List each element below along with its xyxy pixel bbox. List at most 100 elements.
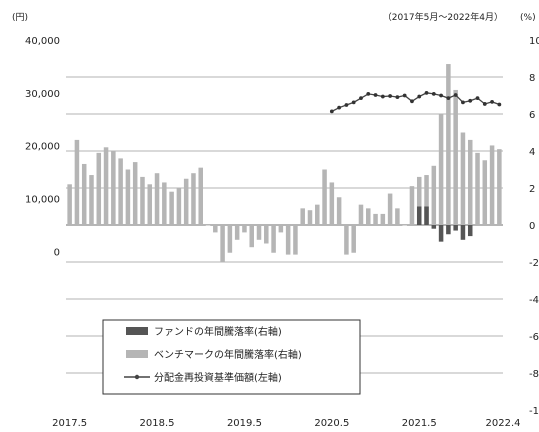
benchmark-bar — [111, 151, 116, 225]
nav-point — [468, 98, 473, 103]
fund-bars — [416, 206, 473, 242]
nav-point — [359, 96, 363, 101]
benchmark-bars — [67, 64, 502, 262]
right-axis-tick-label: -8 — [529, 369, 539, 380]
benchmark-bar — [467, 139, 473, 225]
nav-point — [410, 99, 414, 104]
benchmark-bar — [344, 225, 349, 255]
benchmark-bar — [256, 225, 262, 240]
nav-point — [366, 92, 371, 96]
benchmark-bar — [162, 182, 167, 225]
fund-bar — [424, 206, 429, 225]
benchmark-bar — [351, 225, 356, 253]
benchmark-bar — [438, 114, 444, 225]
nav-point — [461, 100, 465, 105]
benchmark-bar — [198, 167, 203, 225]
benchmark-bar — [176, 188, 182, 225]
nav-point — [380, 94, 385, 99]
benchmark-bar — [416, 176, 422, 225]
benchmark-bar — [234, 225, 240, 240]
benchmark-bar — [125, 169, 131, 225]
benchmark-bar — [183, 178, 189, 225]
benchmark-bar — [373, 213, 378, 225]
nav-line-series — [329, 90, 502, 114]
right-axis-tick-label: 4 — [529, 147, 535, 158]
benchmark-bar — [315, 204, 320, 225]
benchmark-bar — [103, 147, 109, 225]
benchmark-bar — [227, 225, 233, 253]
benchmark-bar — [329, 182, 335, 225]
x-axis-tick-label: 2018.5 — [140, 418, 175, 429]
benchmark-bar — [358, 204, 364, 225]
benchmark-bar — [285, 225, 291, 255]
left-axis-tick-label: 10,000 — [25, 195, 60, 206]
nav-point — [373, 93, 378, 97]
benchmark-bar — [453, 89, 458, 225]
benchmark-bar — [89, 175, 94, 225]
benchmark-bar — [74, 139, 80, 225]
right-axis-tick-label: 10 — [529, 36, 539, 47]
nav-point — [344, 103, 349, 107]
legend-label-fund: ファンドの年間騰落率(右軸) — [154, 325, 282, 338]
benchmark-bar — [424, 175, 429, 225]
benchmark-bar — [446, 64, 451, 225]
left-axis-tick-label: 40,000 — [25, 36, 60, 47]
x-axis-tick-label: 2021.5 — [402, 418, 437, 429]
benchmark-bar — [118, 158, 123, 225]
benchmark-bar — [409, 186, 415, 225]
nav-point — [497, 102, 502, 107]
x-axis-ticks: 2017.5 2018.5 2019.5 2020.5 2021.5 2022.4 — [52, 418, 520, 429]
legend-swatch-fund — [126, 327, 148, 335]
benchmark-bar — [249, 225, 254, 248]
left-axis-unit: (円) — [12, 12, 28, 23]
legend-swatch-benchmark — [126, 350, 148, 358]
fund-bar — [416, 206, 422, 225]
fund-bar — [467, 225, 473, 237]
benchmark-bar — [205, 225, 211, 226]
right-axis-tick-label: -6 — [529, 332, 539, 343]
benchmark-bar — [489, 145, 495, 225]
legend-swatch-nav-marker — [134, 374, 140, 380]
legend: ファンドの年間騰落率(右軸) ベンチマークの年間騰落率(右軸) 分配金再投資基準… — [102, 319, 361, 395]
left-axis-tick-label: 30,000 — [25, 89, 60, 100]
legend-label-nav: 分配金再投資基準価額(左軸) — [154, 371, 282, 384]
benchmark-bar — [213, 225, 218, 233]
fund-bar — [431, 225, 437, 229]
benchmark-bar — [380, 213, 386, 225]
x-axis-tick-label: 2017.5 — [52, 418, 87, 429]
benchmark-bar — [67, 184, 72, 225]
benchmark-bar — [154, 173, 160, 225]
benchmark-bar — [293, 225, 298, 255]
benchmark-bar — [96, 152, 102, 225]
benchmark-bar — [264, 225, 269, 244]
fund-bar — [446, 225, 451, 235]
right-axis-tick-label: 6 — [529, 110, 535, 121]
benchmark-bar — [140, 176, 145, 225]
benchmark-bar — [482, 160, 488, 225]
benchmark-bar — [132, 162, 138, 225]
benchmark-bar — [81, 163, 87, 225]
right-axis-ticks: 10 8 6 4 2 0 -2 -4 -6 -8 -10 — [529, 36, 539, 417]
benchmark-bar — [169, 191, 174, 225]
benchmark-bar — [307, 210, 313, 225]
benchmark-bar — [242, 225, 247, 233]
nav-point — [482, 102, 487, 106]
nav-point — [431, 92, 436, 96]
nav-line — [331, 92, 500, 112]
nav-point — [490, 99, 494, 104]
right-axis-tick-label: -4 — [529, 295, 539, 306]
right-axis-tick-label: 0 — [529, 221, 535, 232]
left-axis-tick-label: 20,000 — [25, 142, 60, 153]
nav-point — [337, 105, 342, 110]
benchmark-bar — [387, 193, 393, 225]
fund-bar — [438, 225, 444, 242]
benchmark-bar — [431, 165, 437, 225]
nav-point — [351, 100, 356, 105]
nav-point — [417, 94, 422, 99]
right-axis-unit: (%) — [520, 13, 536, 23]
legend-label-benchmark: ベンチマークの年間騰落率(右軸) — [154, 348, 302, 361]
benchmark-bar — [147, 184, 153, 225]
nav-point — [402, 93, 407, 98]
nav-point — [424, 90, 429, 95]
